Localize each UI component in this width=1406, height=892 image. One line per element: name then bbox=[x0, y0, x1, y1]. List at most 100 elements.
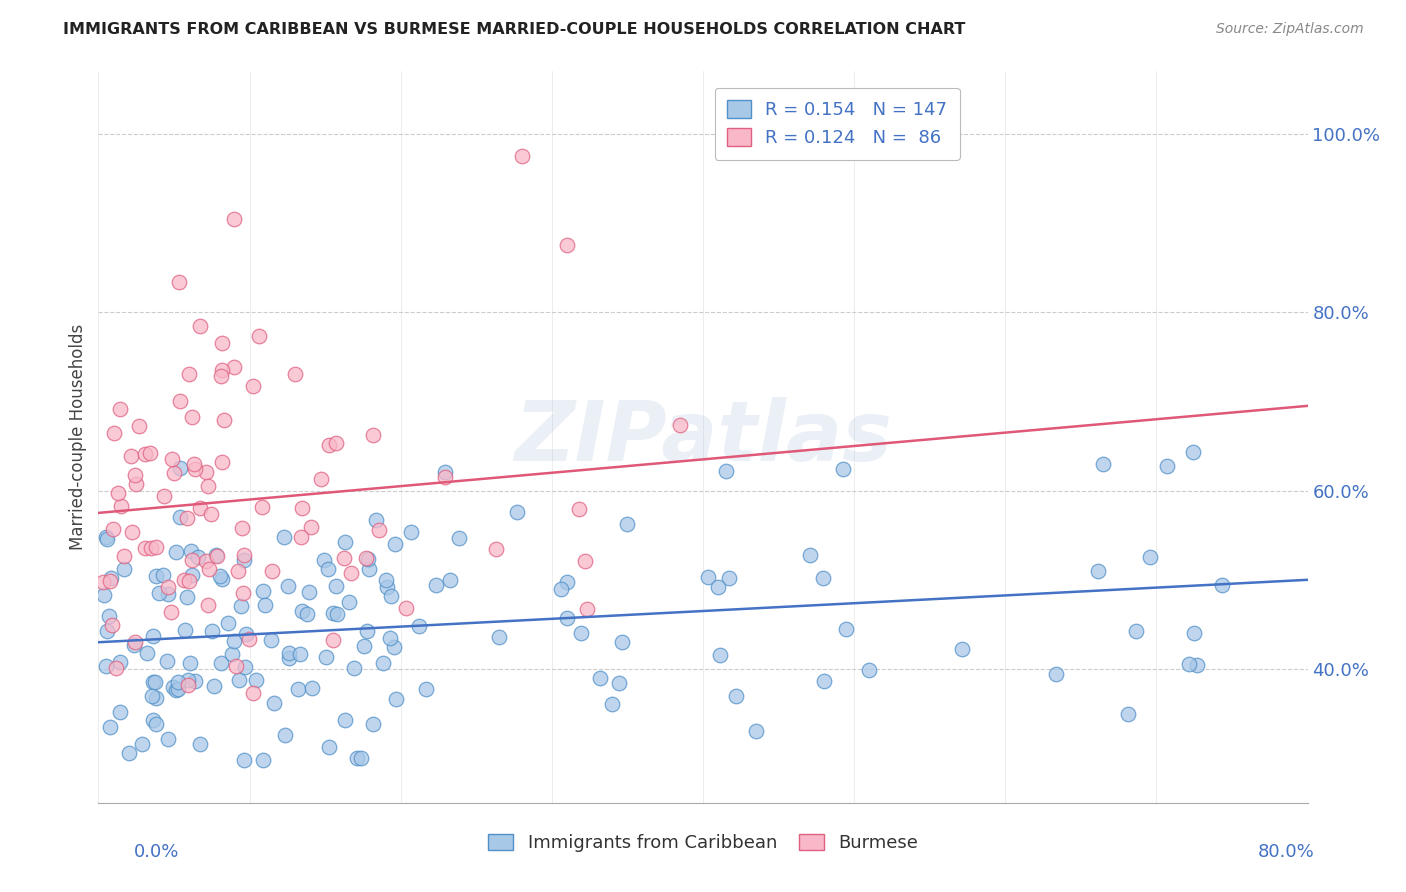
Point bbox=[263, 696, 285, 710]
Point bbox=[122, 638, 145, 652]
Point bbox=[299, 519, 322, 533]
Point bbox=[188, 500, 211, 515]
Point bbox=[488, 630, 510, 644]
Point bbox=[322, 632, 344, 647]
Point bbox=[284, 367, 307, 381]
Point bbox=[610, 634, 633, 648]
Text: 80.0%: 80.0% bbox=[1258, 843, 1315, 861]
Point bbox=[1139, 550, 1161, 565]
Point bbox=[145, 691, 167, 706]
Point bbox=[395, 601, 418, 615]
Point bbox=[380, 631, 402, 645]
Point bbox=[669, 418, 692, 433]
Legend: Immigrants from Caribbean, Burmese: Immigrants from Caribbean, Burmese bbox=[481, 827, 925, 860]
Point bbox=[835, 622, 858, 636]
Text: 0.0%: 0.0% bbox=[134, 843, 179, 861]
Point bbox=[1045, 666, 1067, 681]
Point bbox=[278, 651, 301, 665]
Point bbox=[108, 655, 131, 669]
Point bbox=[96, 659, 118, 673]
Point bbox=[382, 640, 405, 655]
Point bbox=[177, 574, 200, 588]
Point bbox=[745, 724, 768, 739]
Point bbox=[353, 639, 375, 653]
Point bbox=[252, 753, 274, 767]
Point bbox=[226, 564, 249, 578]
Point bbox=[384, 537, 406, 551]
Point bbox=[337, 595, 360, 609]
Point bbox=[179, 368, 201, 382]
Point bbox=[291, 604, 314, 618]
Point bbox=[696, 570, 718, 584]
Point bbox=[176, 590, 198, 604]
Point bbox=[143, 674, 166, 689]
Point bbox=[145, 540, 167, 554]
Point bbox=[169, 461, 191, 475]
Point bbox=[567, 502, 589, 516]
Point bbox=[108, 706, 131, 720]
Point bbox=[607, 675, 630, 690]
Point bbox=[101, 522, 124, 536]
Point bbox=[145, 568, 167, 582]
Point bbox=[555, 574, 578, 589]
Point bbox=[1092, 457, 1115, 471]
Point bbox=[159, 605, 181, 619]
Point bbox=[425, 578, 447, 592]
Point bbox=[134, 541, 156, 555]
Point bbox=[231, 521, 253, 535]
Point bbox=[232, 548, 254, 562]
Point bbox=[142, 713, 165, 727]
Point bbox=[93, 588, 115, 602]
Point bbox=[359, 562, 381, 576]
Point bbox=[574, 554, 596, 568]
Point bbox=[202, 679, 225, 693]
Point bbox=[134, 447, 156, 461]
Point bbox=[366, 513, 388, 527]
Point bbox=[177, 678, 200, 692]
Point bbox=[616, 517, 638, 532]
Point bbox=[339, 566, 361, 581]
Point bbox=[277, 579, 299, 593]
Point bbox=[506, 505, 529, 519]
Point bbox=[224, 211, 246, 226]
Point bbox=[217, 615, 239, 630]
Point bbox=[724, 689, 747, 703]
Point bbox=[718, 572, 741, 586]
Point bbox=[209, 656, 232, 670]
Point bbox=[224, 633, 246, 648]
Point bbox=[1087, 564, 1109, 578]
Point bbox=[288, 648, 311, 662]
Point bbox=[124, 467, 146, 482]
Point bbox=[569, 626, 592, 640]
Point bbox=[222, 359, 245, 374]
Point bbox=[169, 394, 191, 409]
Point bbox=[187, 549, 209, 564]
Point bbox=[374, 574, 396, 588]
Point bbox=[100, 571, 122, 585]
Point bbox=[183, 674, 205, 689]
Point bbox=[311, 472, 333, 486]
Point bbox=[190, 737, 212, 751]
Point bbox=[197, 562, 219, 576]
Point bbox=[221, 647, 243, 661]
Point bbox=[434, 470, 457, 484]
Point bbox=[333, 550, 356, 565]
Point bbox=[799, 548, 821, 562]
Point bbox=[242, 686, 264, 700]
Point bbox=[233, 553, 256, 567]
Point bbox=[195, 465, 218, 479]
Point bbox=[112, 561, 135, 575]
Point bbox=[363, 428, 385, 442]
Point bbox=[290, 530, 312, 544]
Point bbox=[346, 751, 368, 765]
Point bbox=[148, 586, 170, 600]
Point bbox=[229, 599, 252, 613]
Point bbox=[183, 457, 205, 471]
Point bbox=[1125, 624, 1147, 638]
Point bbox=[173, 573, 195, 587]
Point bbox=[273, 530, 295, 544]
Point bbox=[166, 681, 188, 696]
Point bbox=[709, 648, 731, 662]
Point bbox=[96, 624, 118, 638]
Point bbox=[98, 574, 121, 588]
